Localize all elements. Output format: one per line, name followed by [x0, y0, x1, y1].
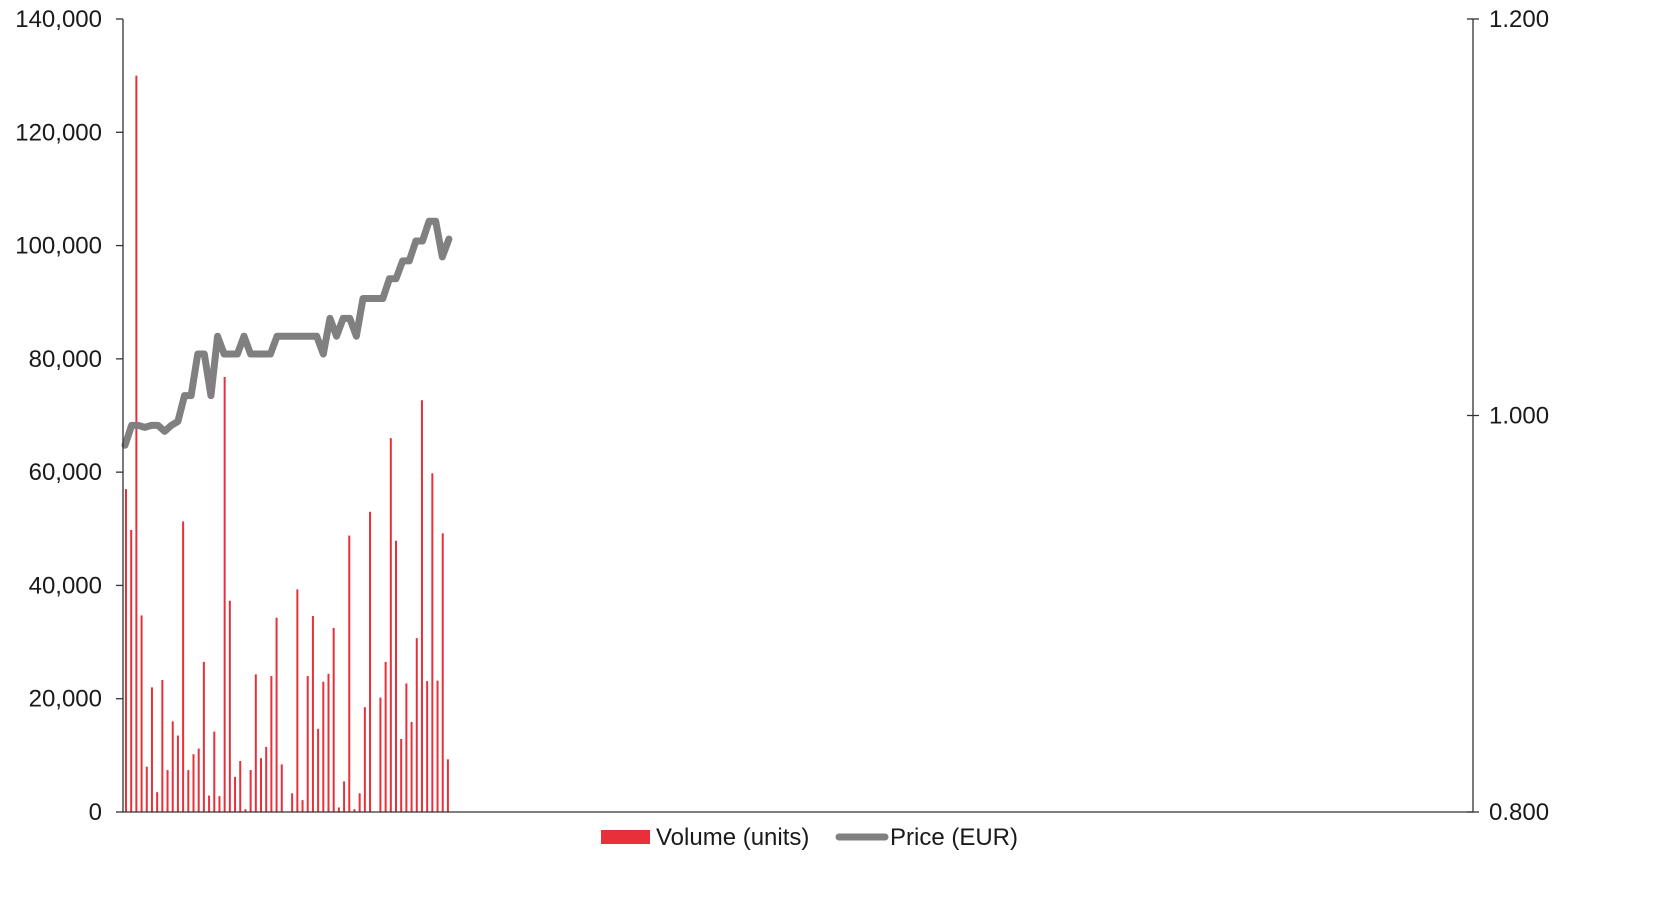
volume-bar [244, 809, 247, 812]
volume-bar [125, 489, 127, 812]
left-tick-label: 80,000 [29, 346, 102, 373]
left-tick-label: 0 [89, 799, 102, 826]
left-tick-label: 120,000 [15, 119, 102, 146]
volume-bar [239, 761, 242, 812]
volume-bar [130, 529, 133, 812]
volume-bar [223, 376, 226, 812]
volume-bar [410, 721, 413, 812]
volume-bar [176, 735, 179, 812]
legend-label-price: Price (EUR) [890, 824, 1018, 851]
volume-bar [436, 680, 439, 812]
volume-bar [395, 540, 397, 812]
volume-bar [311, 616, 314, 812]
left-tick-label: 60,000 [29, 459, 102, 486]
volume-bar [332, 627, 335, 812]
volume-bar [145, 766, 148, 812]
volume-bar [400, 738, 403, 812]
volume-bar [208, 795, 211, 812]
volume-bar [363, 707, 366, 812]
volume-bar [389, 438, 392, 812]
volume-bar [431, 473, 434, 812]
left-tick-label: 100,000 [15, 233, 102, 260]
volume-bar [379, 697, 382, 812]
volume-bar [301, 800, 304, 812]
right-axis-ticks: 0.800 1.000 1.200 [1467, 6, 1549, 826]
volume-bar [213, 731, 216, 812]
volume-bar [150, 687, 153, 812]
right-tick-label: 1.000 [1489, 403, 1549, 430]
volume-bar [327, 673, 330, 812]
volume-bar [260, 758, 262, 812]
volume-bar [322, 681, 325, 812]
volume-bar [275, 617, 278, 812]
volume-bar [405, 683, 408, 812]
volume-bar [171, 721, 174, 812]
volume-bar [441, 533, 444, 812]
volume-bar [187, 770, 190, 812]
legend: Volume (units) Price (EUR) [601, 824, 1018, 851]
volume-bar [265, 746, 268, 812]
volume-bar [192, 754, 195, 812]
volume-bar [166, 770, 169, 812]
volume-bar [291, 793, 294, 812]
volume-bar [384, 661, 387, 812]
legend-swatch-volume [601, 830, 650, 844]
right-tick-label: 1.200 [1489, 6, 1549, 33]
volume-bar [358, 793, 361, 812]
volume-bar [348, 535, 351, 812]
volume-bar [249, 770, 252, 812]
volume-bar [202, 661, 205, 812]
volume-bar [140, 615, 143, 812]
volume-bar [343, 781, 346, 812]
volume-bars [125, 75, 449, 812]
left-axis-ticks: 0 20,000 40,000 60,000 80,000 100,000 120,000 1… [15, 6, 123, 826]
volume-bar [197, 748, 200, 812]
volume-bar [415, 638, 418, 812]
volume-bar [234, 776, 237, 812]
price-line-group [121, 217, 453, 449]
volume-bar [446, 759, 449, 812]
volume-bar [182, 521, 185, 812]
volume-bar [369, 511, 372, 812]
volume-bar [420, 400, 423, 812]
left-tick-label: 20,000 [29, 686, 102, 713]
volume-bar [317, 728, 320, 812]
volume-bar [296, 589, 299, 812]
volume-bar [280, 764, 283, 812]
right-tick-label: 0.800 [1489, 799, 1549, 826]
left-tick-label: 40,000 [29, 572, 102, 599]
volume-bar [426, 681, 429, 812]
volume-bar [353, 809, 356, 812]
volume-bar [228, 600, 231, 812]
price-line [121, 217, 453, 449]
left-tick-label: 140,000 [15, 6, 102, 33]
volume-bar [161, 680, 164, 812]
volume-bar [337, 807, 340, 812]
volume-bar [254, 674, 257, 812]
volume-bar [306, 676, 309, 812]
volume-bar [135, 75, 138, 812]
volume-bar [156, 792, 159, 812]
legend-label-volume: Volume (units) [656, 824, 809, 851]
volume-bar [270, 676, 273, 812]
volume-bar [218, 796, 221, 812]
